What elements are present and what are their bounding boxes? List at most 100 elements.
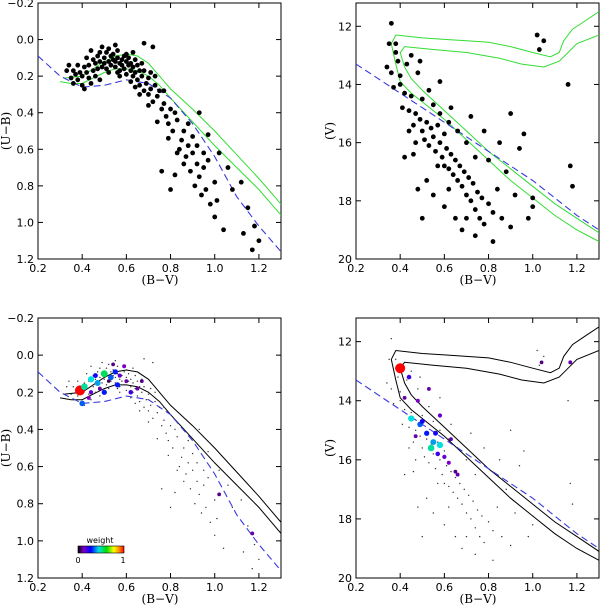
data-point [395,58,401,64]
data-point [439,154,445,160]
weighted-point [100,370,108,378]
faint-point [443,450,446,452]
faint-point [258,558,260,561]
data-point [150,99,156,105]
x-tick-label: 0.4 [391,581,409,594]
y-tick-label: 20 [338,572,352,585]
weighted-point [426,386,431,391]
data-point [490,239,496,244]
y-axis-label: (U−B) [0,429,13,467]
faint-point [110,380,112,382]
data-point [152,73,158,79]
faint-point [147,421,150,423]
x-tick-label: 1.0 [524,262,542,275]
data-point [79,73,85,79]
data-point [163,113,169,119]
faint-point [538,364,541,366]
faint-point [152,417,154,419]
data-point [424,178,430,183]
y-tick-label: 1.0 [17,535,35,548]
data-point [565,82,571,87]
data-point [181,161,187,167]
data-point [453,215,458,221]
weighted-point [117,373,122,378]
faint-point [428,405,430,408]
faint-point [523,450,525,452]
plot-frame [355,317,600,579]
faint-point [450,423,452,426]
data-point [433,148,438,154]
faint-point [242,551,245,553]
data-point [117,73,123,79]
data-point [444,146,449,151]
faint-point [403,408,406,411]
data-point [185,143,191,149]
data-point [203,187,209,192]
data-point [183,154,189,160]
weighted-point [106,379,111,383]
faint-point [496,506,499,508]
faint-point [156,438,158,440]
data-point [517,146,522,151]
faint-point [136,380,139,382]
data-point [413,111,419,116]
faint-point [487,521,490,523]
data-point [472,207,478,212]
data-point [192,183,198,189]
faint-point [474,527,476,529]
panel-bottom-right: 0.2 0.4 0.6 0.8 1.0 1.2 12 14 16 18 20 (B−V) (V) [323,317,600,606]
faint-point [432,453,435,455]
data-point [212,214,218,220]
data-point [499,215,505,221]
weighted-point [92,373,98,379]
faint-point [103,378,105,380]
faint-point [72,399,75,401]
faint-point [161,425,163,427]
faint-point [169,506,172,509]
weighted-point [424,430,430,436]
weighted-point [455,472,460,477]
data-point [112,42,118,48]
data-point [408,52,414,58]
data-point [241,231,246,236]
data-point [128,79,134,85]
faint-point [132,367,134,369]
faint-point [94,378,97,380]
faint-point [419,376,421,378]
data-point [435,163,441,169]
x-axis-label: (B−V) [142,592,179,606]
faint-point [202,469,205,471]
data-point [406,108,412,114]
faint-point [187,462,189,464]
plot-frame [355,2,600,260]
faint-point [483,447,485,449]
data-point [73,71,78,77]
data-point [188,168,193,174]
data-point [216,150,222,156]
faint-point [187,439,189,442]
data-point [79,82,85,88]
data-point [97,49,103,55]
faint-point [408,447,410,449]
faint-point [134,374,136,377]
faint-point [138,386,141,388]
faint-point [77,380,79,382]
faint-point [231,506,234,509]
data-point [508,111,514,116]
data-point [428,125,434,131]
data-point [84,55,89,61]
faint-point [138,400,141,403]
data-point [152,82,158,88]
data-point [141,88,147,94]
y-tick-label: −0.2 [7,312,34,325]
data-point [437,111,443,116]
data-point [70,68,76,74]
data-point [128,68,134,74]
weighted-point [453,469,458,474]
data-point [479,195,485,201]
weighted-point [79,400,85,407]
data-point [402,154,407,160]
faint-point [459,482,461,485]
faint-point [147,410,150,412]
faint-point [185,473,187,475]
